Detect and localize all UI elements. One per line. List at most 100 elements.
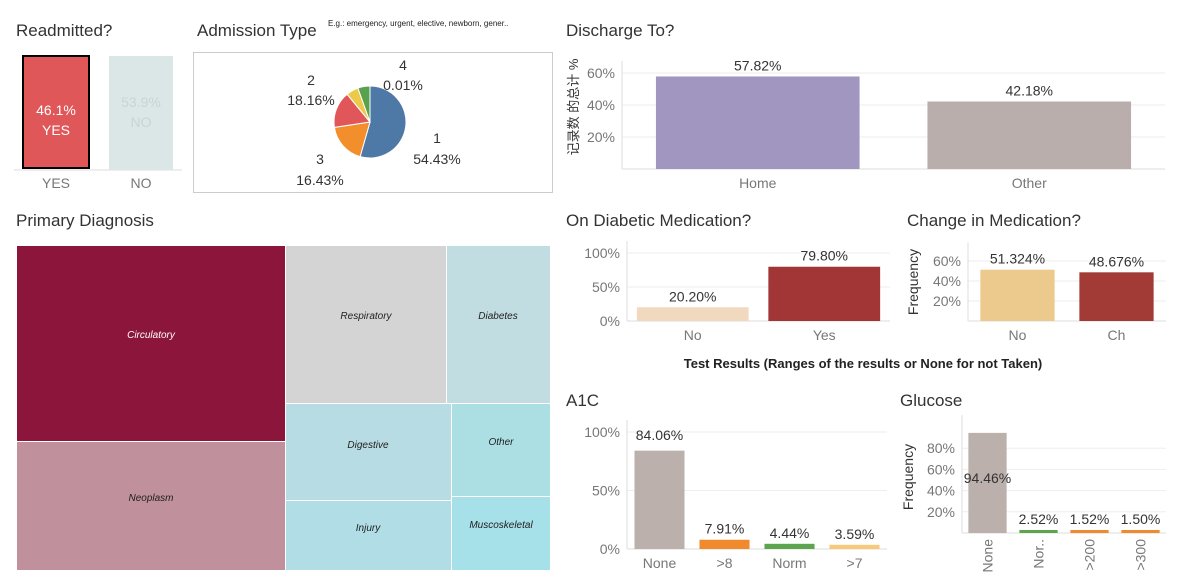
a1c-bar-7[interactable] (829, 544, 880, 549)
readmitted-yes-pct: 46.1% (36, 102, 76, 118)
readmitted-title: Readmitted? (16, 21, 113, 40)
treemap-cell-other[interactable]: Other (452, 404, 550, 496)
change-med-category-ch: Ch (1108, 327, 1126, 343)
pie-label-1-pct: 54.43% (413, 151, 460, 167)
glucose-ytick-40: 40% (927, 483, 955, 499)
treemap-cell-muscoskeletal[interactable]: Muscoskeletal (452, 497, 550, 570)
treemap-cell-digestive[interactable]: Digestive (286, 404, 451, 500)
diabetic-med-bar-no[interactable] (636, 307, 749, 321)
glucose-bar-200[interactable] (1070, 530, 1109, 533)
treemap-cell-neoplasm[interactable]: Neoplasm (17, 442, 285, 570)
pie-slice-2[interactable] (333, 121, 371, 158)
change-med-value-label-ch: 48.676% (1089, 253, 1144, 269)
a1c-ytick-0: 0% (600, 541, 620, 557)
change-med-bar-no[interactable] (980, 269, 1055, 321)
discharge-bar-home[interactable] (655, 76, 860, 169)
a1c-value-label-8: 7.91% (705, 521, 745, 537)
glucose-value-label-none: 94.46% (964, 470, 1011, 486)
svg-text:Other: Other (488, 437, 514, 448)
test-results-title: Test Results (Ranges of the results or N… (683, 356, 1043, 371)
readmitted-yes-bar[interactable] (22, 55, 90, 169)
a1c-category-7: >7 (847, 555, 863, 571)
change-med-category-no: No (1009, 327, 1027, 343)
a1c-bar-norm[interactable] (764, 543, 815, 549)
discharge-value-label-other: 42.18% (1006, 83, 1053, 99)
a1c-bar-8[interactable] (699, 539, 750, 549)
pie-label-2-pct: 18.16% (287, 92, 334, 108)
change-med-value-label-no: 51.324% (990, 251, 1045, 267)
discharge-ytick-60: 60% (587, 65, 615, 81)
svg-text:Diabetes: Diabetes (478, 311, 517, 322)
a1c-value-label-norm: 4.44% (770, 525, 810, 541)
readmitted-yes-label: YES (42, 122, 70, 138)
svg-text:Injury: Injury (356, 523, 381, 534)
glucose-value-label-300: 1.50% (1121, 511, 1161, 527)
diabetic-med-ytick-100: 100% (584, 245, 620, 261)
a1c-ytick-50: 50% (592, 483, 620, 499)
glucose-ytick-20: 20% (927, 504, 955, 520)
discharge-ytick-20: 20% (587, 129, 615, 145)
svg-text:Respiratory: Respiratory (340, 311, 392, 322)
discharge-title: Discharge To? (566, 21, 675, 40)
glucose-category-nor: Nor.. (1031, 539, 1047, 569)
diabetic-med-value-label-yes: 79.80% (801, 248, 848, 264)
glucose-bar-300[interactable] (1121, 530, 1160, 533)
readmitted-no-bar[interactable] (109, 56, 173, 170)
pie-label-1-name: 1 (433, 130, 441, 146)
svg-text:Neoplasm: Neoplasm (128, 493, 173, 504)
change-med-ytick-60: 60% (933, 253, 961, 269)
readmitted-no-pct: 53.9% (121, 94, 161, 110)
admission-subtitle: E.g.: emergency, urgent, elective, newbo… (328, 19, 509, 28)
treemap-cell-injury[interactable]: Injury (286, 501, 451, 570)
glucose-category-200: >200 (1082, 539, 1098, 571)
discharge-category-other: Other (1012, 175, 1047, 191)
readmitted-chart: 46.1% YES 53.9% NO YES NO (14, 55, 182, 191)
pie-slice-extra-5[interactable] (357, 85, 371, 123)
pie-label-3-name: 3 (316, 151, 324, 167)
diabetic-med-bar-yes[interactable] (768, 266, 881, 321)
primary-diagnosis-treemap: Circulatory Neoplasm Respiratory Diabete… (17, 246, 550, 570)
glucose-category-none: None (980, 539, 996, 573)
admission-title: Admission Type (197, 21, 317, 40)
svg-text:Digestive: Digestive (347, 440, 389, 451)
admission-chart: 4 0.01% 2 18.16% 1 54.43% 3 16.43% (193, 52, 553, 193)
diabetic-med-category-yes: Yes (813, 327, 836, 343)
primary-diagnosis-title: Primary Diagnosis (16, 211, 154, 230)
discharge-category-home: Home (739, 175, 777, 191)
diabetic-med-ytick-50: 50% (592, 279, 620, 295)
a1c-category-none: None (643, 555, 677, 571)
discharge-bar-other[interactable] (927, 101, 1132, 169)
glucose-title: Glucose (900, 391, 963, 410)
svg-text:Muscoskeletal: Muscoskeletal (469, 520, 533, 531)
change-med-title: Change in Medication? (907, 211, 1081, 230)
discharge-ytick-40: 40% (587, 97, 615, 113)
change-med-bar-ch[interactable] (1079, 272, 1154, 321)
change-med-ytick-40: 40% (933, 273, 961, 289)
glucose-ytick-80: 80% (927, 440, 955, 456)
glucose-ylabel: Frequency (900, 444, 916, 510)
a1c-ytick-100: 100% (584, 424, 620, 440)
glucose-bar-none[interactable] (968, 432, 1007, 533)
diabetic-med-value-label-no: 20.20% (669, 288, 716, 304)
a1c-title: A1C (566, 391, 600, 410)
pie-label-3-pct: 16.43% (296, 172, 343, 188)
a1c-chart: 0% 50% 100% 84.06% None 7.91% >8 4.44% Norm 3.59… (584, 420, 887, 571)
glucose-bar-nor[interactable] (1019, 530, 1058, 533)
diabetic-med-title: On Diabetic Medication? (566, 211, 752, 230)
treemap-cell-circulatory[interactable]: Circulatory (17, 246, 285, 441)
pie-label-2-name: 2 (307, 72, 315, 88)
glucose-chart: Frequency 20% 40% 60% 80% 94.46% None 2.52% No… (900, 415, 1166, 573)
treemap-cell-diabetes[interactable]: Diabetes (447, 246, 550, 403)
discharge-chart: 记录数 的总计 % 20% 40% 60% 57.82% Home 42.18% Othe… (566, 57, 1165, 191)
a1c-bar-none[interactable] (634, 450, 685, 549)
glucose-category-300: >300 (1133, 539, 1149, 571)
readmitted-no-label: NO (131, 114, 152, 130)
discharge-ylabel: 记录数 的总计 % (566, 58, 581, 155)
change-med-ylabel: Frequency (905, 249, 921, 315)
a1c-category-norm: Norm (772, 555, 806, 571)
glucose-value-label-200: 1.52% (1070, 511, 1110, 527)
treemap-cell-respiratory[interactable]: Respiratory (286, 246, 446, 403)
pie-slice-1[interactable] (359, 85, 407, 159)
a1c-category-8: >8 (717, 555, 733, 571)
admission-pie (333, 85, 407, 159)
